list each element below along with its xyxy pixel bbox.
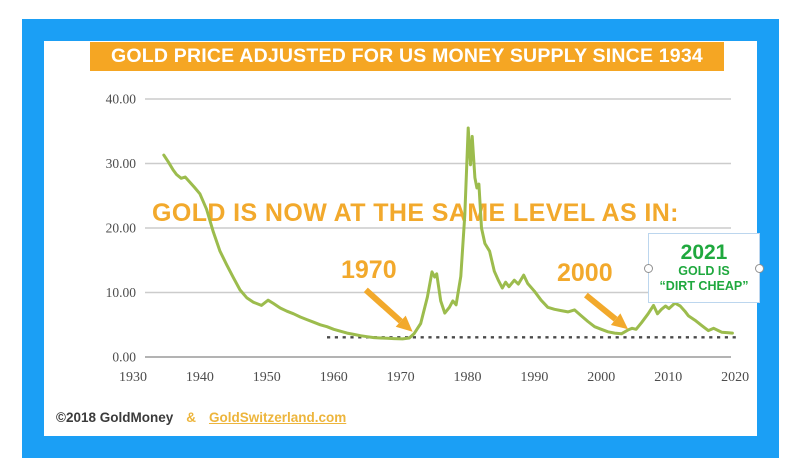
x-tick-label: 1930 xyxy=(119,370,147,385)
x-tick-label: 1970 xyxy=(387,370,415,385)
goldswitzerland-link[interactable]: GoldSwitzerland.com xyxy=(208,410,347,425)
ampersand: & xyxy=(186,410,196,425)
annotation-2021-line1: GOLD IS xyxy=(678,264,730,279)
arrow-head-1970 xyxy=(395,315,413,332)
y-tick-label: 30.00 xyxy=(106,156,137,171)
x-tick-label: 2010 xyxy=(654,370,682,385)
x-tick-label: 2000 xyxy=(587,370,615,385)
annotation-2000: 2000 xyxy=(557,259,613,287)
copyright-text: ©2018 GoldMoney xyxy=(56,410,174,425)
x-tick-label: 1990 xyxy=(520,370,548,385)
annotation-2021-box[interactable]: 2021 GOLD IS “DIRT CHEAP” xyxy=(644,233,764,303)
arrow-shaft-1970 xyxy=(363,287,403,324)
selection-handle-right[interactable] xyxy=(755,264,764,273)
y-tick-label: 20.00 xyxy=(106,221,137,236)
x-tick-label: 2020 xyxy=(721,370,749,385)
x-tick-label: 1960 xyxy=(320,370,348,385)
x-tick-label: 1950 xyxy=(253,370,281,385)
chart-title: GOLD PRICE ADJUSTED FOR US MONEY SUPPLY … xyxy=(111,45,703,67)
y-tick-label: 10.00 xyxy=(106,285,137,300)
selection-handle-left[interactable] xyxy=(644,264,653,273)
chart-title-banner: GOLD PRICE ADJUSTED FOR US MONEY SUPPLY … xyxy=(90,42,724,71)
arrow-head-2000 xyxy=(610,313,629,330)
annotation-2021-line2: “DIRT CHEAP” xyxy=(659,279,749,294)
annotation-heading: GOLD IS NOW AT THE SAME LEVEL AS IN: xyxy=(152,199,679,227)
arrow-shaft-2000 xyxy=(584,292,618,322)
annotation-2021-year: 2021 xyxy=(680,240,728,264)
footer: ©2018 GoldMoney & GoldSwitzerland.com xyxy=(56,410,346,425)
x-tick-label: 1940 xyxy=(186,370,214,385)
y-tick-label: 40.00 xyxy=(106,92,137,107)
y-tick-label: 0.00 xyxy=(112,350,136,365)
price-line xyxy=(162,126,734,341)
x-tick-label: 1980 xyxy=(454,370,482,385)
annotation-1970: 1970 xyxy=(341,256,397,284)
